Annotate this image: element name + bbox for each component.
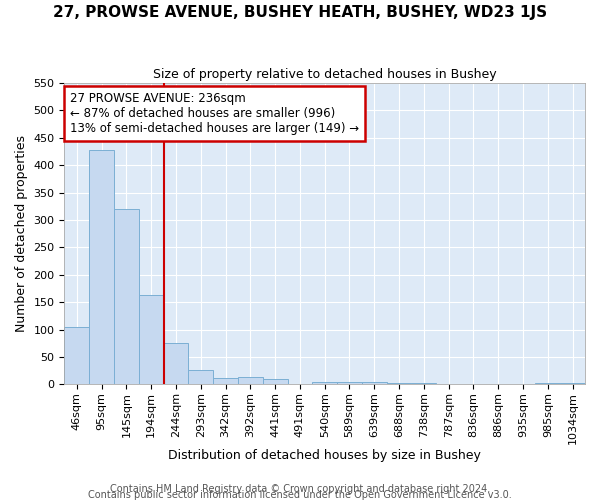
- Bar: [139, 295, 164, 384]
- Bar: [535, 383, 560, 384]
- Bar: [337, 382, 362, 384]
- Bar: [164, 344, 188, 384]
- Y-axis label: Number of detached properties: Number of detached properties: [15, 135, 28, 332]
- Text: 27 PROWSE AVENUE: 236sqm
← 87% of detached houses are smaller (996)
13% of semi-: 27 PROWSE AVENUE: 236sqm ← 87% of detach…: [70, 92, 359, 135]
- Bar: [64, 327, 89, 384]
- Text: 27, PROWSE AVENUE, BUSHEY HEATH, BUSHEY, WD23 1JS: 27, PROWSE AVENUE, BUSHEY HEATH, BUSHEY,…: [53, 5, 547, 20]
- Text: Contains HM Land Registry data © Crown copyright and database right 2024.: Contains HM Land Registry data © Crown c…: [110, 484, 490, 494]
- Text: Contains public sector information licensed under the Open Government Licence v3: Contains public sector information licen…: [88, 490, 512, 500]
- Bar: [362, 382, 386, 384]
- Title: Size of property relative to detached houses in Bushey: Size of property relative to detached ho…: [153, 68, 497, 80]
- Bar: [263, 380, 287, 384]
- Bar: [114, 209, 139, 384]
- Bar: [386, 383, 412, 384]
- Bar: [188, 370, 213, 384]
- Bar: [313, 382, 337, 384]
- X-axis label: Distribution of detached houses by size in Bushey: Distribution of detached houses by size …: [168, 450, 481, 462]
- Bar: [89, 150, 114, 384]
- Bar: [238, 378, 263, 384]
- Bar: [213, 378, 238, 384]
